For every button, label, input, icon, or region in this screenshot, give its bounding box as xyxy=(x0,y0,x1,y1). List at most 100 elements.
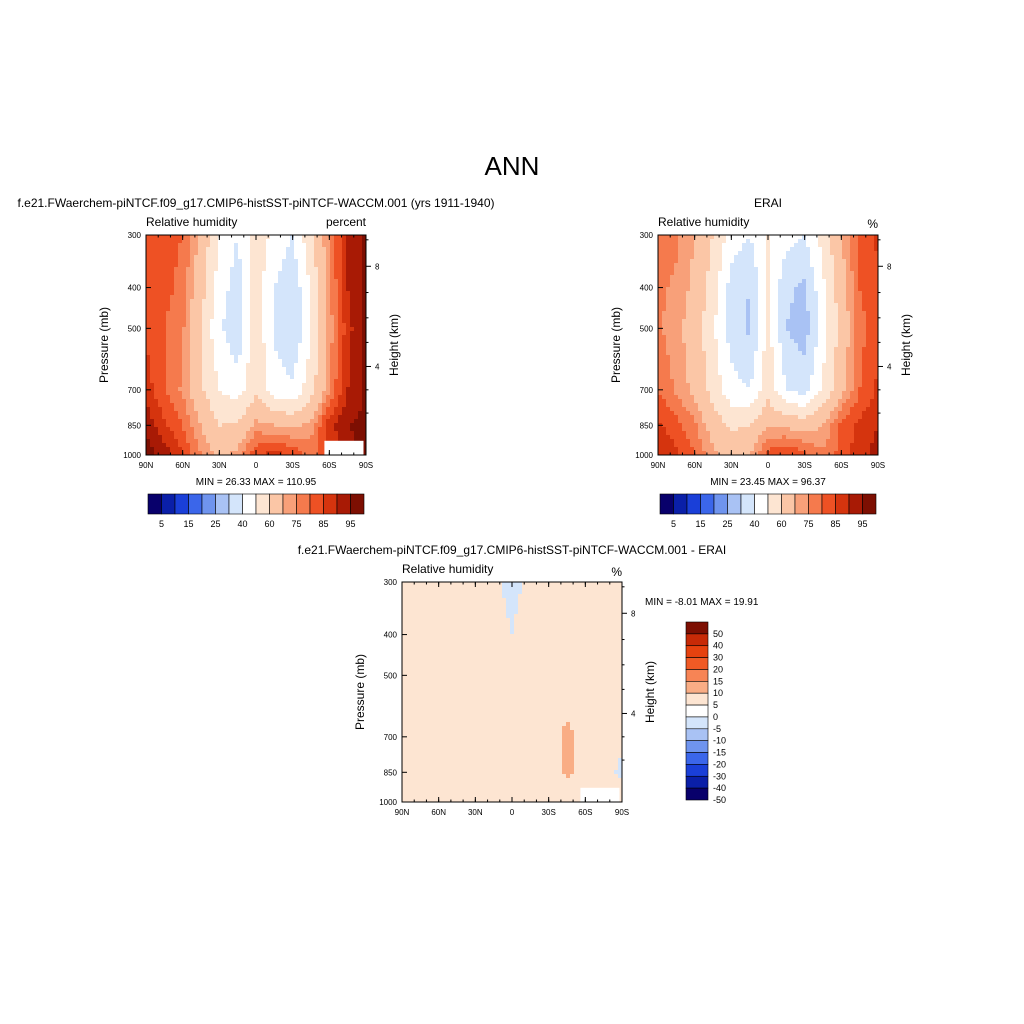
model-cell xyxy=(202,295,207,300)
obs-cell xyxy=(670,359,675,364)
model-cell xyxy=(258,427,263,432)
model-cell xyxy=(194,435,199,440)
model-cell xyxy=(222,303,227,308)
model-cell xyxy=(206,387,211,392)
model-cell xyxy=(238,315,243,320)
model-cell xyxy=(314,431,319,436)
model-cell xyxy=(194,431,199,436)
model-cell xyxy=(166,379,171,384)
model-cell xyxy=(286,351,291,356)
model-cell xyxy=(338,363,343,368)
model-cell xyxy=(274,419,279,424)
model-cell xyxy=(306,327,311,332)
model-cell xyxy=(278,263,283,268)
model-cell xyxy=(154,379,159,384)
model-cell xyxy=(318,287,323,292)
model-cell xyxy=(278,243,283,248)
model-cell xyxy=(246,411,251,416)
model-cell xyxy=(266,311,271,316)
model-cell xyxy=(154,295,159,300)
model-cell xyxy=(326,235,331,240)
obs-cell xyxy=(870,283,875,288)
model-cell xyxy=(214,323,219,328)
model-cell xyxy=(298,403,303,408)
model-cell xyxy=(334,247,339,252)
model-cell xyxy=(166,267,171,272)
model-cell xyxy=(162,323,167,328)
model-cell xyxy=(322,267,327,272)
obs-cell xyxy=(738,271,743,276)
model-field xyxy=(146,235,367,456)
obs-cell xyxy=(834,259,839,264)
model-cell xyxy=(218,343,223,348)
model-cell xyxy=(254,303,259,308)
model-cell xyxy=(150,243,155,248)
model-cell xyxy=(290,307,295,312)
obs-cell xyxy=(730,359,735,364)
model-cell xyxy=(358,363,363,368)
model-cell xyxy=(250,263,255,268)
model-cell xyxy=(198,243,203,248)
model-cell xyxy=(318,347,323,352)
obs-cell xyxy=(714,251,719,256)
obs-cell xyxy=(742,263,747,268)
model-cell xyxy=(278,387,283,392)
model-cell xyxy=(226,335,231,340)
obs-cell xyxy=(758,275,763,280)
model-cell xyxy=(262,279,267,284)
obs-cell xyxy=(866,315,871,320)
obs-cell xyxy=(830,331,835,336)
obs-cell xyxy=(746,359,751,364)
model-cell xyxy=(218,347,223,352)
model-cell xyxy=(230,439,235,444)
model-cell xyxy=(338,379,343,384)
obs-cell xyxy=(762,311,767,316)
obs-cell xyxy=(682,299,687,304)
model-cell xyxy=(254,359,259,364)
model-cell xyxy=(278,279,283,284)
obs-cell xyxy=(690,307,695,312)
obs-cell xyxy=(762,327,767,332)
model-cell xyxy=(226,343,231,348)
obs-cell xyxy=(690,275,695,280)
obs-cell xyxy=(782,255,787,260)
model-cell xyxy=(294,267,299,272)
obs-cell xyxy=(846,255,851,260)
obs-cell xyxy=(866,319,871,324)
obs-cell xyxy=(870,331,875,336)
model-cell xyxy=(306,255,311,260)
model-cell xyxy=(166,303,171,308)
obs-cell xyxy=(846,351,851,356)
model-cell xyxy=(198,267,203,272)
model-cell xyxy=(150,327,155,332)
obs-cell xyxy=(782,347,787,352)
obs-cell xyxy=(826,251,831,256)
model-cell xyxy=(190,267,195,272)
model-cell xyxy=(234,307,239,312)
model-cell xyxy=(302,443,307,448)
obs-cell xyxy=(682,339,687,344)
obs-cell xyxy=(874,287,879,292)
model-cell xyxy=(238,399,243,404)
model-cell xyxy=(274,379,279,384)
obs-cell xyxy=(822,339,827,344)
obs-cell xyxy=(710,323,715,328)
model-cell xyxy=(226,363,231,368)
model-cell xyxy=(190,435,195,440)
model-cell xyxy=(150,315,155,320)
model-cell xyxy=(322,279,327,284)
model-cell xyxy=(262,423,267,428)
model-cell xyxy=(334,243,339,248)
obs-cell xyxy=(786,347,791,352)
obs-cell xyxy=(706,243,711,248)
model-cell xyxy=(294,251,299,256)
obs-cell xyxy=(766,327,771,332)
model-cell xyxy=(298,283,303,288)
model-cell xyxy=(250,403,255,408)
obs-cell xyxy=(770,235,775,240)
model-cell xyxy=(290,395,295,400)
model-cell xyxy=(318,283,323,288)
model-cell xyxy=(178,319,183,324)
model-cell xyxy=(230,307,235,312)
obs-cell xyxy=(830,283,835,288)
